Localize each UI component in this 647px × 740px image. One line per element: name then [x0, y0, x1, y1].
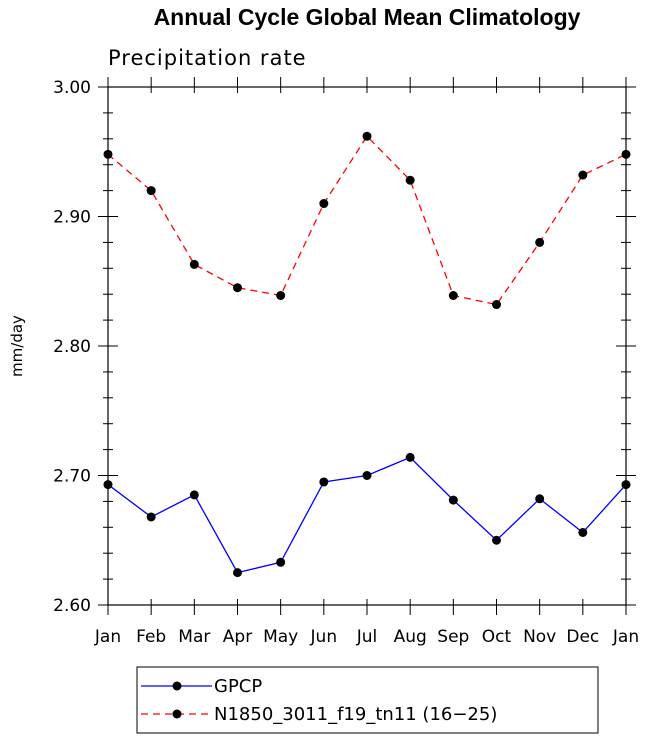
- data-point: [276, 290, 286, 300]
- data-point: [189, 490, 199, 500]
- series-line-1: [107, 135, 627, 306]
- legend-label-1: N1850_3011_f19_tn11 (16−25): [214, 704, 497, 725]
- plot-frame: [107, 86, 627, 606]
- x-tick-label: Oct: [482, 627, 512, 647]
- data-point: [103, 149, 113, 159]
- chart-subtitle: Precipitation rate: [108, 46, 307, 70]
- data-point: [233, 568, 242, 578]
- data-point: [319, 477, 329, 487]
- data-point: [103, 480, 113, 490]
- y-tick-label: 2.70: [53, 467, 91, 487]
- series-layer: [103, 131, 631, 578]
- x-tick-label: Jan: [612, 627, 639, 647]
- data-point: [492, 300, 501, 310]
- legend-box: [136, 666, 599, 734]
- x-tick-label: Nov: [523, 627, 556, 647]
- legend: GPCP N1850_3011_f19_tn11 (16−25): [136, 666, 599, 734]
- data-point: [448, 290, 458, 300]
- y-axis-label: mm/day: [8, 315, 26, 377]
- data-point: [405, 175, 415, 185]
- data-point: [621, 480, 631, 490]
- x-tick-label: Apr: [223, 627, 252, 647]
- x-tick-label: Feb: [136, 627, 166, 647]
- y-tick-label: 3.00: [53, 78, 91, 98]
- x-tick-label: Jan: [94, 627, 121, 647]
- x-tick-label: Dec: [566, 627, 599, 647]
- data-point: [146, 186, 156, 196]
- data-point: [535, 494, 545, 504]
- data-point: [621, 149, 631, 159]
- data-point: [319, 199, 329, 209]
- x-tick-label: Jul: [356, 627, 378, 647]
- axis-ticks: Jan Feb Mar Apr May Jun Jul Aug Sep Oct Nov Dec Jan2…: [53, 77, 639, 647]
- x-tick-label: Jun: [310, 627, 338, 647]
- data-point: [492, 535, 501, 545]
- data-point: [405, 452, 415, 462]
- x-tick-label: May: [263, 627, 298, 647]
- legend-marker: [172, 681, 182, 691]
- data-point: [448, 495, 458, 505]
- data-point: [362, 471, 372, 480]
- data-point: [233, 283, 242, 293]
- legend-label-0: GPCP: [214, 676, 262, 697]
- x-tick-label: Mar: [178, 627, 210, 647]
- y-tick-label: 2.90: [53, 208, 91, 228]
- data-point: [578, 170, 588, 180]
- data-point: [146, 512, 156, 522]
- chart-title: Annual Cycle Global Mean Climatology: [154, 4, 581, 30]
- data-point: [535, 237, 545, 247]
- x-tick-label: Sep: [437, 627, 469, 647]
- y-tick-label: 2.60: [53, 596, 91, 616]
- data-point: [276, 557, 286, 567]
- y-tick-label: 2.80: [53, 337, 91, 357]
- data-point: [578, 527, 588, 537]
- data-point: [189, 259, 199, 269]
- data-point: [362, 131, 372, 141]
- x-tick-label: Aug: [394, 627, 427, 647]
- legend-marker: [172, 709, 182, 719]
